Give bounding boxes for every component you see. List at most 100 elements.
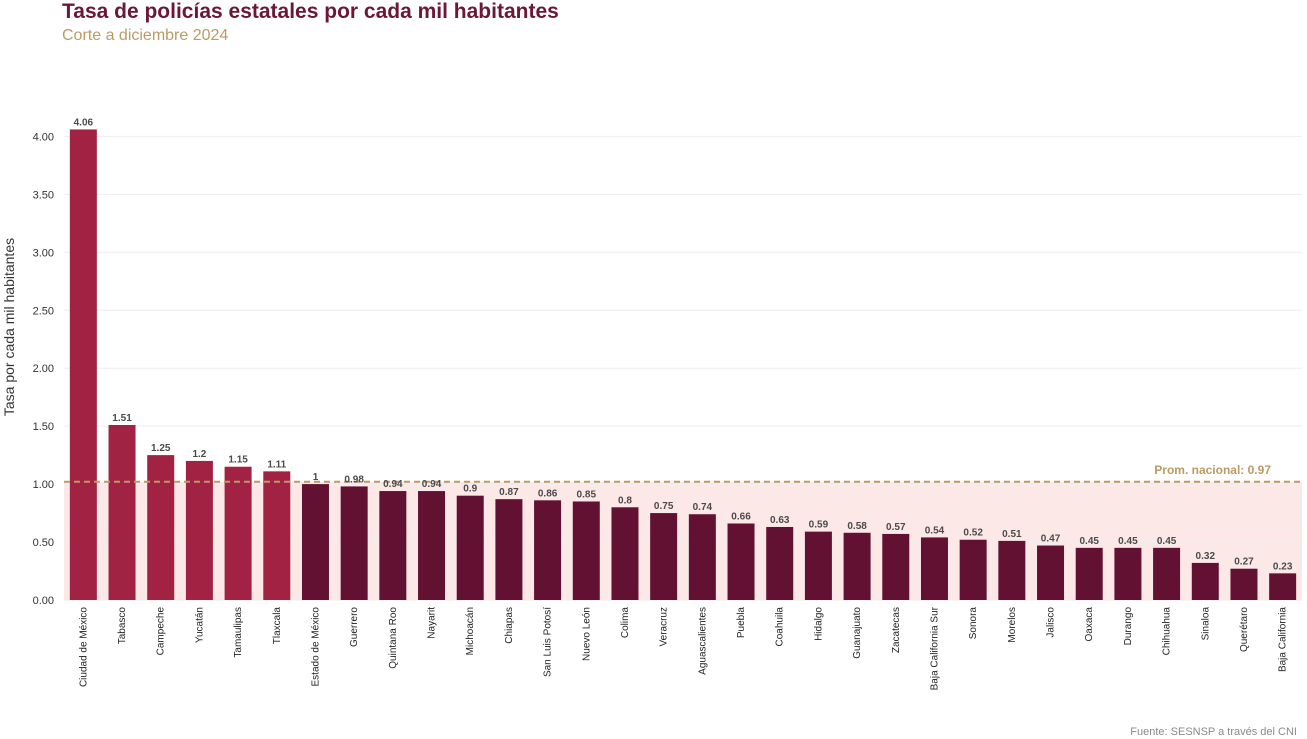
- x-tick-label: Coahuila: [775, 607, 786, 647]
- bar: [611, 507, 639, 600]
- x-tick-label: Hidalgo: [813, 607, 824, 641]
- bar-value-label: 1.25: [151, 443, 171, 454]
- bar-value-label: 0.66: [731, 512, 751, 523]
- bar: [534, 500, 562, 600]
- bar-value-label: 0.58: [847, 521, 867, 532]
- y-tick-label: 0.50: [33, 537, 54, 549]
- bar-value-label: 0.45: [1157, 536, 1177, 547]
- x-tick-label: Oaxaca: [1084, 607, 1095, 642]
- bar: [688, 514, 716, 600]
- bar: [882, 533, 910, 600]
- y-tick-label: 3.00: [33, 247, 54, 259]
- bar: [727, 523, 755, 600]
- x-tick-label: Morelos: [1007, 607, 1018, 643]
- bar-value-label: 1.11: [267, 459, 286, 470]
- bar: [147, 455, 175, 600]
- bar-value-label: 0.98: [344, 474, 364, 485]
- x-tick-label: Nuevo León: [581, 607, 592, 661]
- x-tick-label: Durango: [1123, 607, 1134, 646]
- bar-value-label: 0.32: [1196, 551, 1216, 562]
- bar-value-label: 0.51: [1002, 529, 1022, 540]
- bar-value-label: 0.74: [693, 502, 713, 513]
- bar: [920, 537, 948, 600]
- value-labels: 4.06 1.51 1.25 1.2 1.15 1.11 1 0.98 0.94 0.94 0.9 0…: [74, 117, 1293, 572]
- bar: [766, 526, 794, 600]
- x-tick-label: Jalisco: [1046, 607, 1057, 638]
- bar-value-label: 0.54: [925, 525, 945, 536]
- x-tick-label: Tamaulipas: [233, 607, 244, 658]
- x-tick-label: Tlaxcala: [272, 607, 283, 645]
- x-axis-ticks: Ciudad de México Tabasco Campeche Yucatán Ta…: [78, 606, 1288, 690]
- x-tick-label: San Luis Potosí: [543, 607, 554, 677]
- bar: [843, 532, 871, 600]
- reference-line-layer: Prom. nacional: 0.97: [64, 463, 1302, 483]
- bar-value-label: 1: [313, 472, 319, 483]
- bar: [456, 495, 484, 600]
- bar-value-label: 0.27: [1234, 557, 1254, 568]
- y-axis-ticks: 0.00 0.50 1.00 1.50 2.00 2.50 3.00 3.50 4.00: [33, 131, 54, 607]
- bar-value-label: 0.63: [770, 515, 790, 526]
- bar-value-label: 0.23: [1273, 561, 1293, 572]
- bar: [1153, 547, 1181, 600]
- average-reference-label: Prom. nacional: 0.97: [1154, 463, 1271, 477]
- bar-value-label: 0.45: [1079, 536, 1099, 547]
- x-tick-label: Tabasco: [117, 607, 128, 645]
- y-tick-label: 0.00: [33, 595, 54, 607]
- bar: [1230, 568, 1258, 600]
- y-axis-label: Tasa por cada mil habitantes: [1, 238, 17, 416]
- bar-value-label: 1.51: [112, 413, 132, 424]
- y-tick-label: 1.00: [33, 479, 54, 491]
- x-tick-label: Querétaro: [1239, 607, 1250, 652]
- x-tick-label: Baja California: [1278, 607, 1289, 672]
- bar-value-label: 0.45: [1118, 536, 1138, 547]
- x-tick-label: Guanajuato: [852, 607, 863, 659]
- bar: [495, 499, 523, 600]
- bar-value-label: 4.06: [74, 117, 94, 128]
- bar: [418, 491, 446, 600]
- bar: [959, 539, 987, 600]
- x-tick-label: Baja California Sur: [929, 606, 940, 690]
- x-tick-label: Yucatán: [194, 607, 205, 643]
- bar-value-label: 0.85: [577, 489, 597, 500]
- x-tick-label: Guerrero: [349, 607, 360, 647]
- bar: [379, 491, 407, 600]
- x-tick-label: Chihuahua: [1162, 607, 1173, 656]
- x-tick-label: Sinaloa: [1200, 607, 1211, 641]
- bar-value-label: 0.8: [618, 495, 632, 506]
- x-tick-label: Michoacán: [465, 607, 476, 655]
- bar: [1269, 573, 1297, 600]
- x-tick-label: Chiapas: [504, 607, 515, 644]
- bar-value-label: 0.52: [963, 528, 983, 539]
- bar: [804, 531, 832, 600]
- bar-value-label: 0.94: [422, 479, 442, 490]
- x-tick-label: Nayarit: [427, 607, 438, 639]
- y-tick-label: 1.50: [33, 421, 54, 433]
- bar-value-label: 0.75: [654, 501, 674, 512]
- x-tick-label: Campeche: [156, 607, 167, 656]
- y-tick-label: 4.00: [33, 131, 54, 143]
- bar: [301, 484, 329, 600]
- y-tick-label: 3.50: [33, 189, 54, 201]
- bar-value-label: 0.47: [1041, 534, 1061, 545]
- x-tick-label: Zacatecas: [891, 607, 902, 653]
- bar: [1037, 545, 1065, 600]
- x-tick-label: Aguascalientes: [697, 607, 708, 675]
- x-tick-label: Puebla: [736, 607, 747, 639]
- bar-value-label: 0.87: [499, 487, 519, 498]
- bar: [572, 501, 600, 600]
- bar: [108, 424, 136, 600]
- bar: [650, 513, 678, 600]
- bar-value-label: 0.94: [383, 479, 403, 490]
- chart-title: Tasa de policías estatales por cada mil …: [62, 0, 559, 23]
- bar-value-label: 0.9: [463, 484, 477, 495]
- chart-subtitle: Corte a diciembre 2024: [62, 27, 229, 44]
- bar-value-label: 1.2: [192, 449, 206, 460]
- bar-value-label: 0.57: [886, 522, 906, 533]
- bars: [69, 129, 1297, 601]
- y-tick-label: 2.00: [33, 363, 54, 375]
- bar: [185, 460, 213, 600]
- y-tick-label: 2.50: [33, 305, 54, 317]
- bar: [1114, 547, 1142, 600]
- x-tick-label: Quintana Roo: [388, 607, 399, 669]
- x-tick-label: Sonora: [968, 607, 979, 640]
